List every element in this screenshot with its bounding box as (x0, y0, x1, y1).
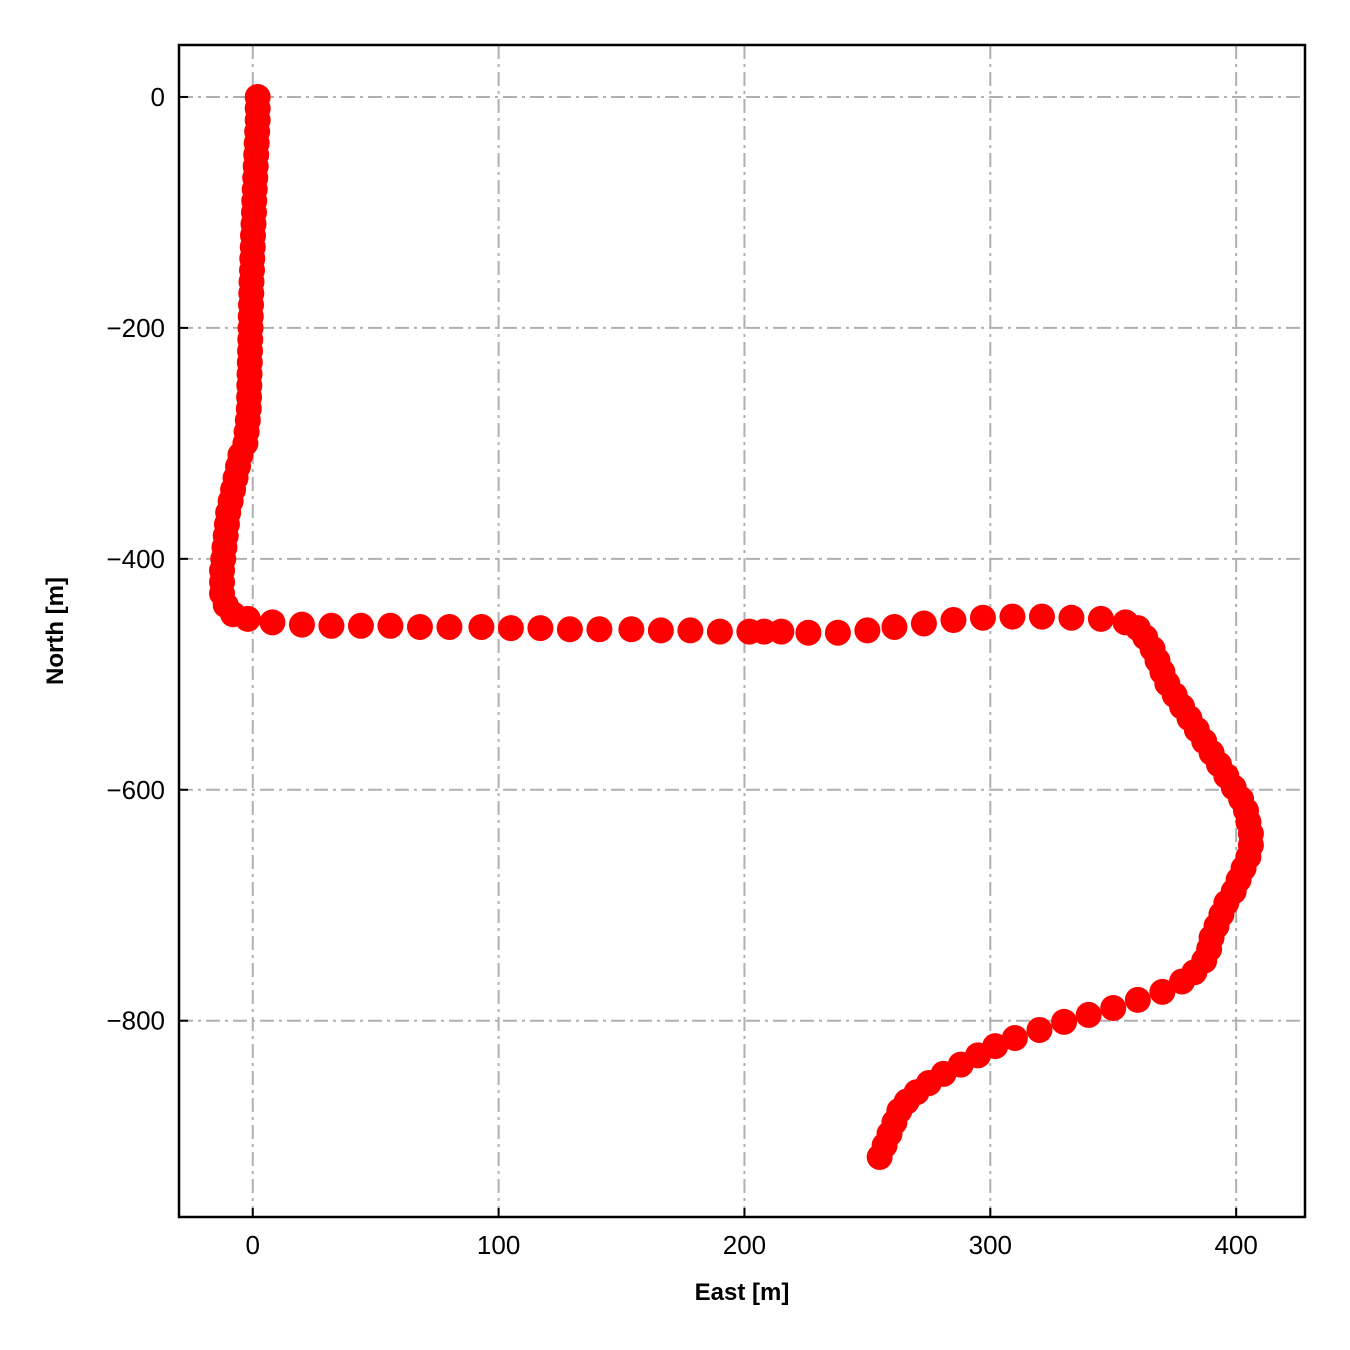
data-point (259, 609, 286, 636)
data-point (677, 617, 704, 644)
data-point (940, 607, 967, 634)
data-point (1026, 1016, 1053, 1043)
data-point (1087, 605, 1114, 632)
y-tick-label: −200 (106, 313, 165, 343)
data-point (910, 610, 937, 637)
data-point (1051, 1008, 1078, 1035)
data-point (318, 612, 345, 639)
data-point (618, 616, 645, 643)
data-point (706, 618, 733, 645)
data-point (347, 612, 374, 639)
data-point (436, 613, 463, 640)
x-tick-label: 300 (969, 1230, 1012, 1260)
ticks (179, 95, 1238, 1217)
data-point (1058, 604, 1085, 631)
data-point (1001, 1025, 1028, 1052)
x-tick-label: 100 (477, 1230, 520, 1260)
data-point (768, 618, 795, 645)
data-point (1075, 1001, 1102, 1028)
data-point (1169, 968, 1196, 995)
data-point (999, 603, 1026, 630)
data-point (1100, 995, 1127, 1022)
x-tick-label: 200 (723, 1230, 766, 1260)
data-point (969, 604, 996, 631)
data-point (1028, 603, 1055, 630)
y-axis-label: North [m] (42, 577, 69, 685)
data-point (824, 619, 851, 646)
y-tick-label: −800 (106, 1006, 165, 1036)
data-point (647, 617, 674, 644)
data-point (586, 616, 613, 643)
data-point (854, 617, 881, 644)
data-point (1149, 978, 1176, 1005)
y-tick-label: 0 (151, 82, 165, 112)
y-tick-label: −600 (106, 775, 165, 805)
plot-frame (177, 43, 1307, 1219)
data-point (1124, 986, 1151, 1013)
data-points (209, 83, 1264, 1170)
data-point (288, 611, 315, 638)
data-point (468, 613, 495, 640)
x-axis-label: East [m] (695, 1279, 790, 1306)
data-point (795, 619, 822, 646)
data-point (881, 613, 908, 640)
data-point (497, 615, 524, 642)
data-point (866, 1143, 893, 1170)
x-tick-label: 0 (246, 1230, 260, 1260)
tick-labels: 0 100 200 300 400 0 −200 −400 −600 −800 (106, 82, 1257, 1260)
data-point (234, 605, 261, 632)
grid (179, 45, 1305, 1217)
data-point (556, 616, 583, 643)
x-tick-label: 400 (1214, 1230, 1257, 1260)
data-point (377, 612, 404, 639)
data-point (527, 615, 554, 642)
y-tick-label: −400 (106, 544, 165, 574)
data-point (406, 613, 433, 640)
